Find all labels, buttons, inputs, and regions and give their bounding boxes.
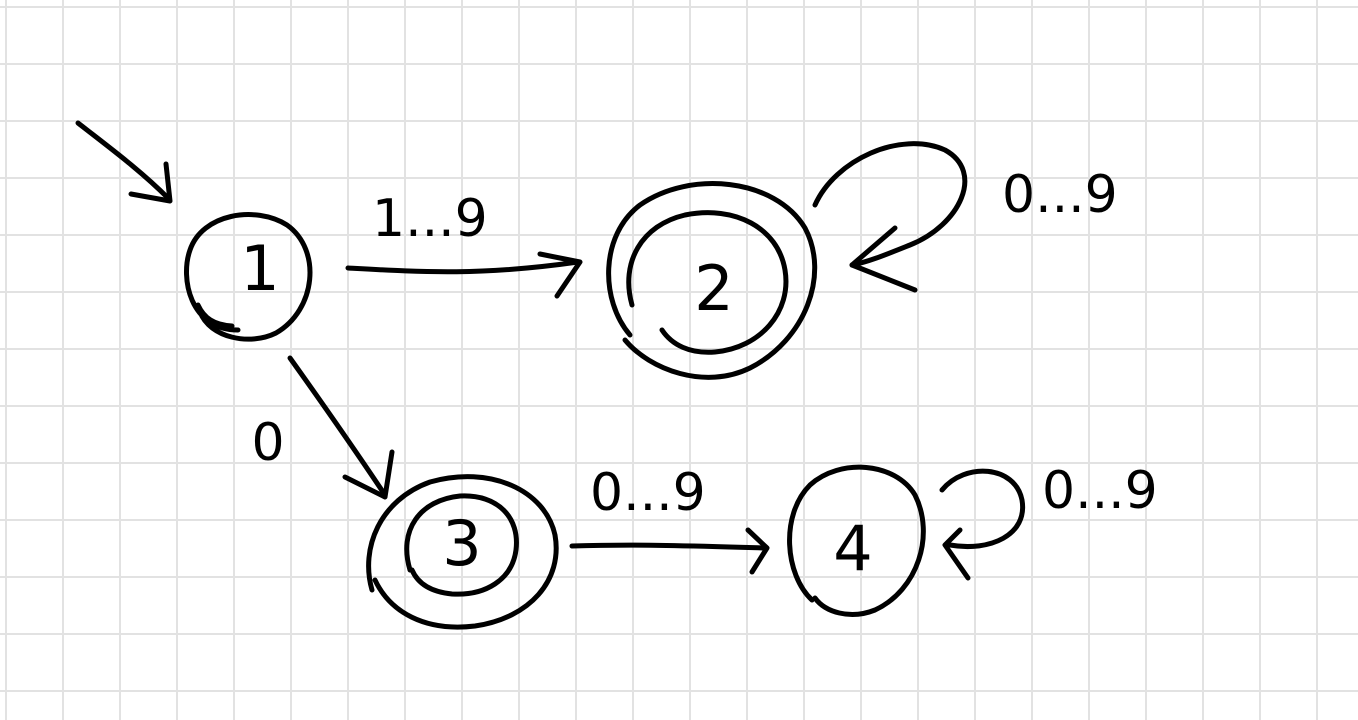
state-3-label: 3	[442, 507, 481, 580]
state-2: 2	[606, 181, 818, 380]
transition-3-to-4-label: 0...9	[590, 463, 706, 523]
transition-4-self-loop: 0...9	[939, 461, 1158, 581]
state-2-outer-circle	[606, 181, 818, 380]
state-2-inner-circle	[626, 210, 789, 355]
state-1: 1	[184, 212, 313, 342]
transition-2-self-loop: 0...9	[812, 141, 1118, 293]
state-2-label: 2	[694, 252, 733, 325]
state-4: 4	[787, 464, 926, 617]
state-3-outer-circle	[366, 474, 559, 630]
state-3-inner-circle	[404, 493, 519, 597]
state-1-circle	[184, 212, 313, 342]
state-3: 3	[366, 474, 559, 630]
transition-1-to-2-label: 1...9	[372, 189, 488, 249]
transition-4-self-loop-label: 0...9	[1042, 461, 1158, 521]
state-1-label: 1	[240, 232, 279, 305]
state-4-label: 4	[833, 512, 872, 585]
transition-1-to-2: 1...9	[345, 189, 583, 299]
transition-3-to-4: 0...9	[569, 463, 770, 575]
transition-1-to-3: 0	[251, 355, 395, 500]
transition-2-self-loop-label: 0...9	[1002, 165, 1118, 225]
start-arrow	[75, 120, 173, 204]
state-4-circle	[787, 464, 926, 617]
transition-1-to-3-label: 0	[251, 413, 284, 473]
